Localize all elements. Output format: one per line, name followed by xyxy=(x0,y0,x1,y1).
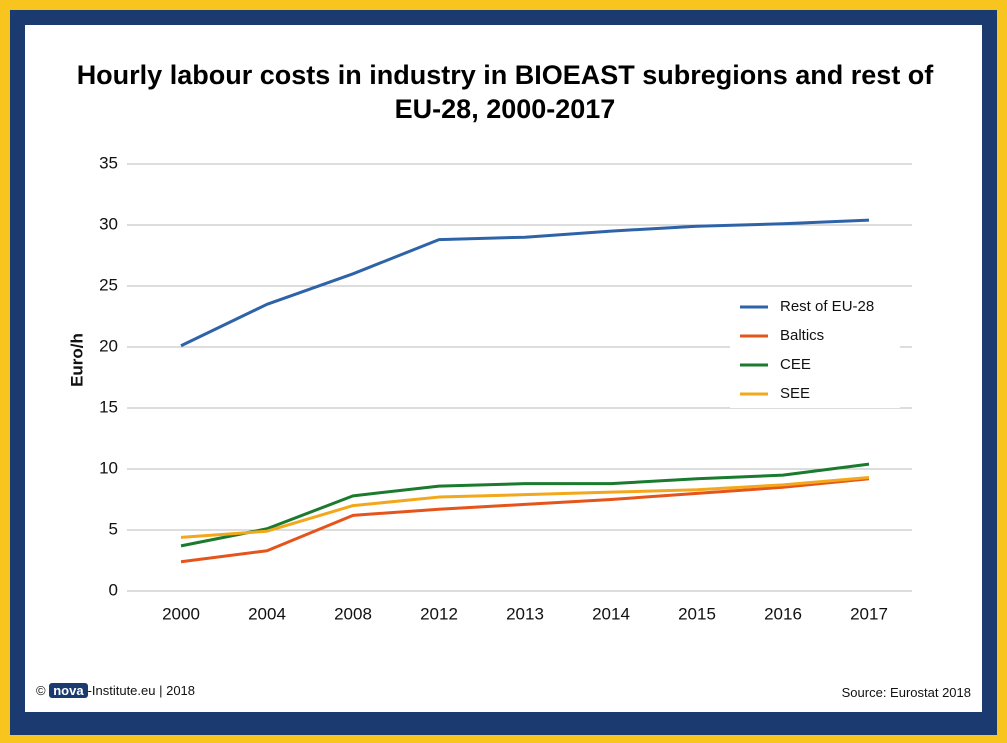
y-tick-label: 35 xyxy=(99,153,118,172)
y-axis-label: Euro/h xyxy=(67,333,86,387)
x-tick-label: 2014 xyxy=(592,604,630,623)
y-tick-label: 5 xyxy=(109,519,118,538)
x-tick-label: 2016 xyxy=(764,604,802,623)
legend-label: SEE xyxy=(780,385,810,402)
copyright: © xyxy=(36,683,46,698)
y-tick-label: 20 xyxy=(99,336,118,355)
footer-left: © nova-Institute.eu | 2018 xyxy=(36,683,195,698)
x-tick-label: 2004 xyxy=(248,604,286,623)
x-tick-label: 2015 xyxy=(678,604,716,623)
legend-label: Rest of EU-28 xyxy=(780,298,874,315)
y-tick-label: 30 xyxy=(99,214,118,233)
institute: -Institute.eu | 2018 xyxy=(88,683,195,698)
x-tick-label: 2013 xyxy=(506,604,544,623)
y-tick-label: 25 xyxy=(99,275,118,294)
x-tick-label: 2012 xyxy=(420,604,458,623)
legend-label: Baltics xyxy=(780,327,824,344)
y-tick-label: 10 xyxy=(99,458,118,477)
legend-label: CEE xyxy=(780,356,811,373)
y-tick-label: 0 xyxy=(109,580,118,599)
x-tick-label: 2000 xyxy=(162,604,200,623)
source: Source: Eurostat 2018 xyxy=(842,685,971,700)
y-tick-label: 15 xyxy=(99,397,118,416)
chart-title: Hourly labour costs in industry in BIOEA… xyxy=(60,58,950,126)
page: Euro/h 0 5 10 15 20 25 30 35 2000 2004 2008 2012 201… xyxy=(0,0,1007,743)
logo: nova xyxy=(49,683,87,698)
x-tick-label: 2017 xyxy=(850,604,888,623)
x-tick-label: 2008 xyxy=(334,604,372,623)
